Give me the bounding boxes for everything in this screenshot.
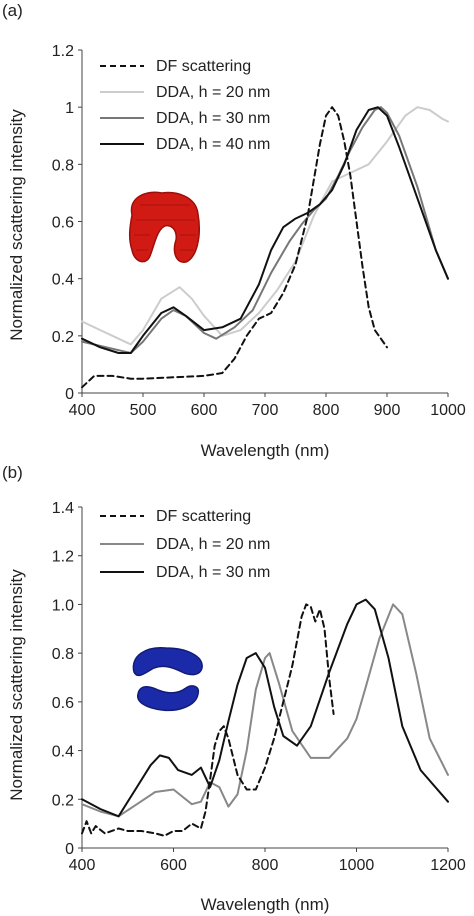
- panel-b-axes: 0 0.2 0.4 0.6 0.8 1.0 1.2 1.4 400 600 800 1000 1200: [52, 500, 466, 874]
- x-tick-label: 1000: [430, 402, 466, 419]
- x-tick-label: 400: [69, 402, 96, 419]
- y-tick-label: 0: [65, 841, 74, 858]
- y-tick-label: 1.2: [52, 43, 74, 60]
- y-tick-label: 1: [65, 100, 74, 117]
- x-tick-label: 400: [69, 857, 96, 874]
- y-tick-label: 1.0: [52, 597, 74, 614]
- y-tick-label: 1.2: [52, 549, 74, 566]
- panel-a-label: (a): [2, 1, 23, 20]
- y-tick-label: 0.4: [52, 272, 74, 289]
- panel-b: (b) Normalized scattering intensity Wave…: [2, 463, 466, 914]
- x-tick-label: 1000: [339, 857, 375, 874]
- x-tick-label: 600: [191, 402, 218, 419]
- panel-a-x-axis-label: Wavelength (nm): [201, 441, 330, 460]
- legend-label: DF scattering: [156, 58, 251, 75]
- panel-b-series: [81, 598, 449, 837]
- x-tick-label: 600: [160, 857, 187, 874]
- y-tick-label: 0.6: [52, 215, 74, 232]
- x-tick-label: 500: [130, 402, 157, 419]
- x-tick-label: 800: [313, 402, 340, 419]
- panel-b-y-axis-label: Normalized scattering intensity: [7, 569, 26, 801]
- legend-label: DDA, h = 20 nm: [156, 84, 270, 101]
- series-line-dda-h-20-nm: [81, 106, 449, 346]
- series-line-dda-h-40-nm: [81, 106, 449, 354]
- y-tick-label: 1.4: [52, 500, 74, 517]
- x-tick-label: 800: [252, 857, 279, 874]
- x-tick-label: 1200: [430, 857, 466, 874]
- y-tick-label: 0.2: [52, 792, 74, 809]
- panel-a-axes: 0 0.2 0.4 0.6 0.8 1 1.2 400 500 600 700 800 900 1000: [52, 43, 466, 419]
- legend-label: DF scattering: [156, 508, 251, 525]
- series-line-df-scattering: [81, 106, 388, 389]
- panel-a-series: [81, 106, 449, 389]
- y-tick-label: 0: [65, 386, 74, 403]
- y-tick-label: 0.6: [52, 695, 74, 712]
- panel-b-inset-nanostructure-icon: [132, 647, 203, 712]
- x-tick-label: 900: [374, 402, 401, 419]
- legend-label: DDA, h = 20 nm: [156, 536, 270, 553]
- series-line-df-scattering: [81, 603, 335, 837]
- series-line-dda-h-20-nm: [81, 603, 449, 818]
- series-line-dda-h-30-nm: [81, 598, 449, 818]
- panel-b-label: (b): [2, 463, 23, 482]
- panel-a-legend: DF scattering DDA, h = 20 nm DDA, h = 30 n…: [100, 58, 270, 153]
- panel-a-inset-nanostructure-icon: [128, 191, 200, 263]
- series-line-dda-h-30-nm: [81, 106, 449, 354]
- panel-b-x-axis-label: Wavelength (nm): [201, 895, 330, 914]
- legend-label: DDA, h = 30 nm: [156, 110, 270, 127]
- y-tick-label: 0.8: [52, 646, 74, 663]
- y-tick-label: 0.4: [52, 744, 74, 761]
- y-tick-label: 0.8: [52, 157, 74, 174]
- panel-a-y-axis-label: Normalized scattering intensity: [7, 109, 26, 341]
- panel-b-legend: DF scattering DDA, h = 20 nm DDA, h = 30 n…: [100, 508, 270, 581]
- y-tick-label: 0.2: [52, 329, 74, 346]
- legend-label: DDA, h = 30 nm: [156, 564, 270, 581]
- x-tick-label: 700: [252, 402, 279, 419]
- panel-a: (a) Normalized scattering intensity Wave…: [2, 1, 466, 460]
- legend-label: DDA, h = 40 nm: [156, 136, 270, 153]
